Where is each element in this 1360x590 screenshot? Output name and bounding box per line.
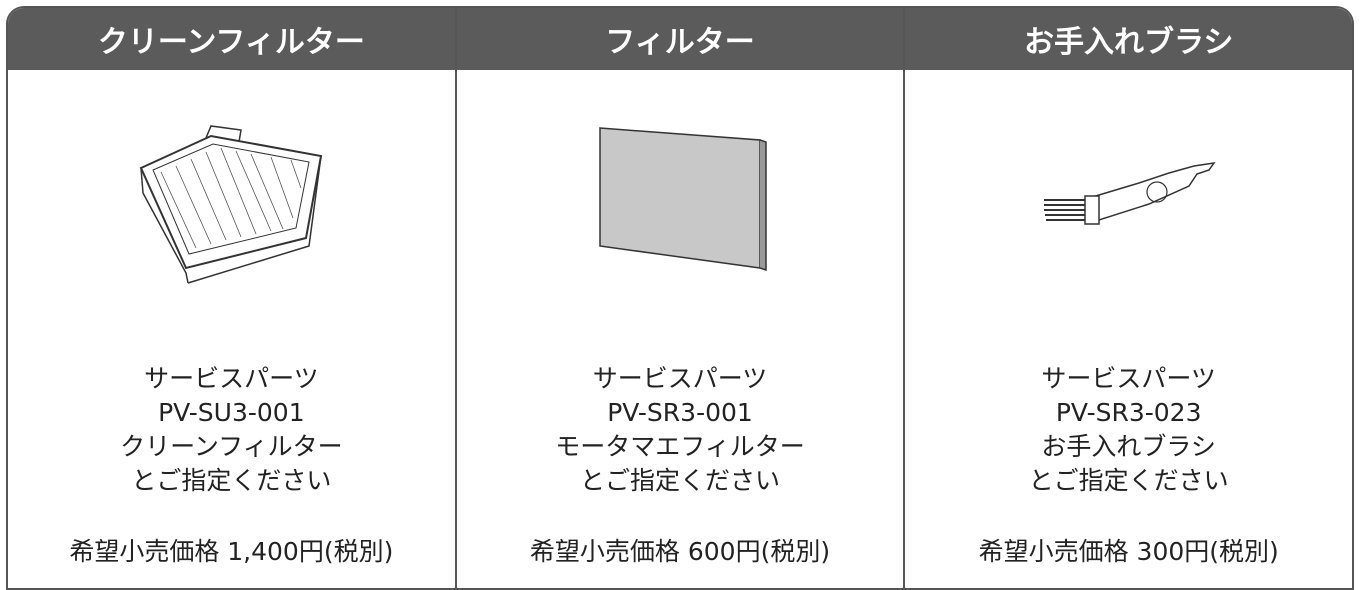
part-info: サービスパーツ PV-SU3-001 クリーンフィルター とご指定ください <box>8 362 455 498</box>
line: PV-SR3-001 <box>607 398 753 427</box>
filter-icon <box>599 127 767 272</box>
part-info: サービスパーツ PV-SR3-001 モータマエフィルター とご指定ください <box>457 362 904 498</box>
line: モータマエフィルター <box>555 432 805 461</box>
line: サービスパーツ <box>1041 364 1216 393</box>
line: とご指定ください <box>131 466 332 495</box>
part-info: サービスパーツ PV-SR3-023 お手入れブラシ とご指定ください <box>905 362 1352 498</box>
column: フィルター サービスパーツ PV-SR3-001 モータマエフィルター とご指定… <box>454 8 904 588</box>
column-header: お手入れブラシ <box>905 8 1352 70</box>
line: お手入れブラシ <box>1041 432 1216 461</box>
line: サービスパーツ <box>592 364 768 393</box>
column-header: クリーンフィルター <box>8 8 455 70</box>
product-image <box>8 108 455 288</box>
product-image <box>905 108 1352 288</box>
price: 希望小売価格 1,400円(税別) <box>69 537 394 566</box>
page: クリーンフィルター サービスパーツ PV-SU3-001 クリーンフィルター と… <box>6 6 1354 590</box>
parts-table: クリーンフィルター サービスパーツ PV-SU3-001 クリーンフィルター と… <box>6 6 1354 590</box>
brush-icon <box>1043 161 1216 225</box>
column: クリーンフィルター サービスパーツ PV-SU3-001 クリーンフィルター と… <box>8 8 455 588</box>
line: PV-SU3-001 <box>158 398 305 427</box>
line: PV-SR3-023 <box>1055 398 1202 427</box>
column-header: フィルター <box>456 8 904 70</box>
product-image <box>457 108 904 288</box>
line: とご指定ください <box>580 466 781 495</box>
price: 希望小売価格 600円(税別) <box>529 537 831 566</box>
line: クリーンフィルター <box>120 432 343 461</box>
column: お手入れブラシ サービスパーツ PV-SR3-023 お手入れブラシ とご指定く… <box>903 8 1352 588</box>
price: 希望小売価格 300円(税別) <box>978 537 1279 566</box>
filter-icon <box>140 125 323 284</box>
line: サービスパーツ <box>144 364 319 393</box>
line: とご指定ください <box>1028 466 1229 495</box>
